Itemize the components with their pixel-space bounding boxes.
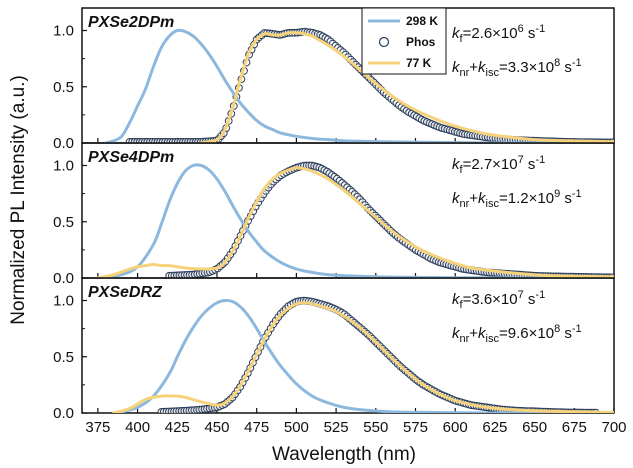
plot-area (96, 161, 614, 278)
plot-area (104, 27, 614, 143)
x-tick-label: 575 (403, 419, 428, 436)
y-tick-label: 0.0 (53, 405, 74, 422)
series-phos-markers (165, 161, 614, 278)
x-tick-label: 425 (165, 419, 190, 436)
rate-annotation-1: kf=3.6×107 s-1 (452, 289, 545, 311)
series-line-rt (104, 163, 614, 278)
y-tick-label: 0.5 (53, 214, 74, 231)
legend-label-lt: 77 K (406, 56, 432, 70)
legend: 298 K Phos 77 K (361, 7, 447, 75)
series-phos-markers (157, 296, 600, 413)
y-tick-label: 1.0 (53, 158, 74, 175)
panel-PXSe4DPm: 0.0 0.5 1.0 PXSe4DPm kf=2.7×107 s-1 knr+kisc=… (53, 142, 615, 287)
x-tick-label: 700 (601, 419, 626, 436)
chart-panels: 0.0 0.5 1.0 PXSe2DPm kf=2.6×106 s-1 knr+kisc=… (53, 7, 627, 436)
rate-annotation-1: kf=2.6×106 s-1 (452, 23, 545, 45)
x-tick-label: 675 (562, 419, 587, 436)
series-line-lt (96, 166, 614, 278)
rate-annotation-2: knr+kisc=9.6×108 s-1 (452, 323, 582, 345)
x-tick-label: 550 (363, 419, 388, 436)
series-line-lt (112, 301, 614, 413)
x-tick-label: 525 (324, 419, 349, 436)
plot-area (112, 296, 614, 413)
legend-label-rt: 298 K (406, 14, 438, 28)
legend-swatch-phos (378, 36, 390, 48)
x-tick-label: 475 (244, 419, 269, 436)
series-line-lt (199, 31, 614, 143)
x-tick-label: 400 (125, 419, 150, 436)
rate-annotation-1: kf=2.7×107 s-1 (452, 154, 545, 176)
x-tick-label: 600 (443, 419, 468, 436)
x-axis-title: Wavelength (nm) (272, 444, 416, 465)
y-tick-label: 0.5 (53, 349, 74, 366)
y-tick-label: 0.5 (53, 79, 74, 96)
x-tick-label: 625 (482, 419, 507, 436)
panel-title: PXSeDRZ (88, 284, 163, 301)
rate-annotation-2: knr+kisc=3.3×108 s-1 (452, 57, 582, 79)
x-tick-label: 500 (284, 419, 309, 436)
panel-title: PXSe2DPm (88, 14, 174, 31)
panel-frame (81, 277, 615, 414)
y-axis-title: Normalized PL Intensity (a.u.) (8, 75, 29, 325)
x-tick-label: 375 (85, 419, 110, 436)
y-tick-label: 0.0 (53, 270, 74, 287)
panel-PXSe2DPm: 0.0 0.5 1.0 PXSe2DPm kf=2.6×106 s-1 knr+kisc=… (53, 7, 615, 152)
x-tick-label: 650 (522, 419, 547, 436)
x-tick-label: 450 (204, 419, 229, 436)
y-tick-label: 1.0 (53, 23, 74, 40)
legend-label-phos: Phos (406, 35, 436, 49)
panel-title: PXSe4DPm (88, 149, 174, 166)
y-tick-label: 1.0 (53, 293, 74, 310)
panel-PXSeDRZ: 0.0 0.5 1.0 375 400 425 450 475 500 525 550 575 600 6… (53, 277, 627, 436)
rate-annotation-2: knr+kisc=1.2×109 s-1 (452, 188, 582, 210)
series-line-rt (104, 28, 600, 143)
series-line-rt (120, 298, 614, 413)
y-tick-label: 0.0 (53, 135, 74, 152)
